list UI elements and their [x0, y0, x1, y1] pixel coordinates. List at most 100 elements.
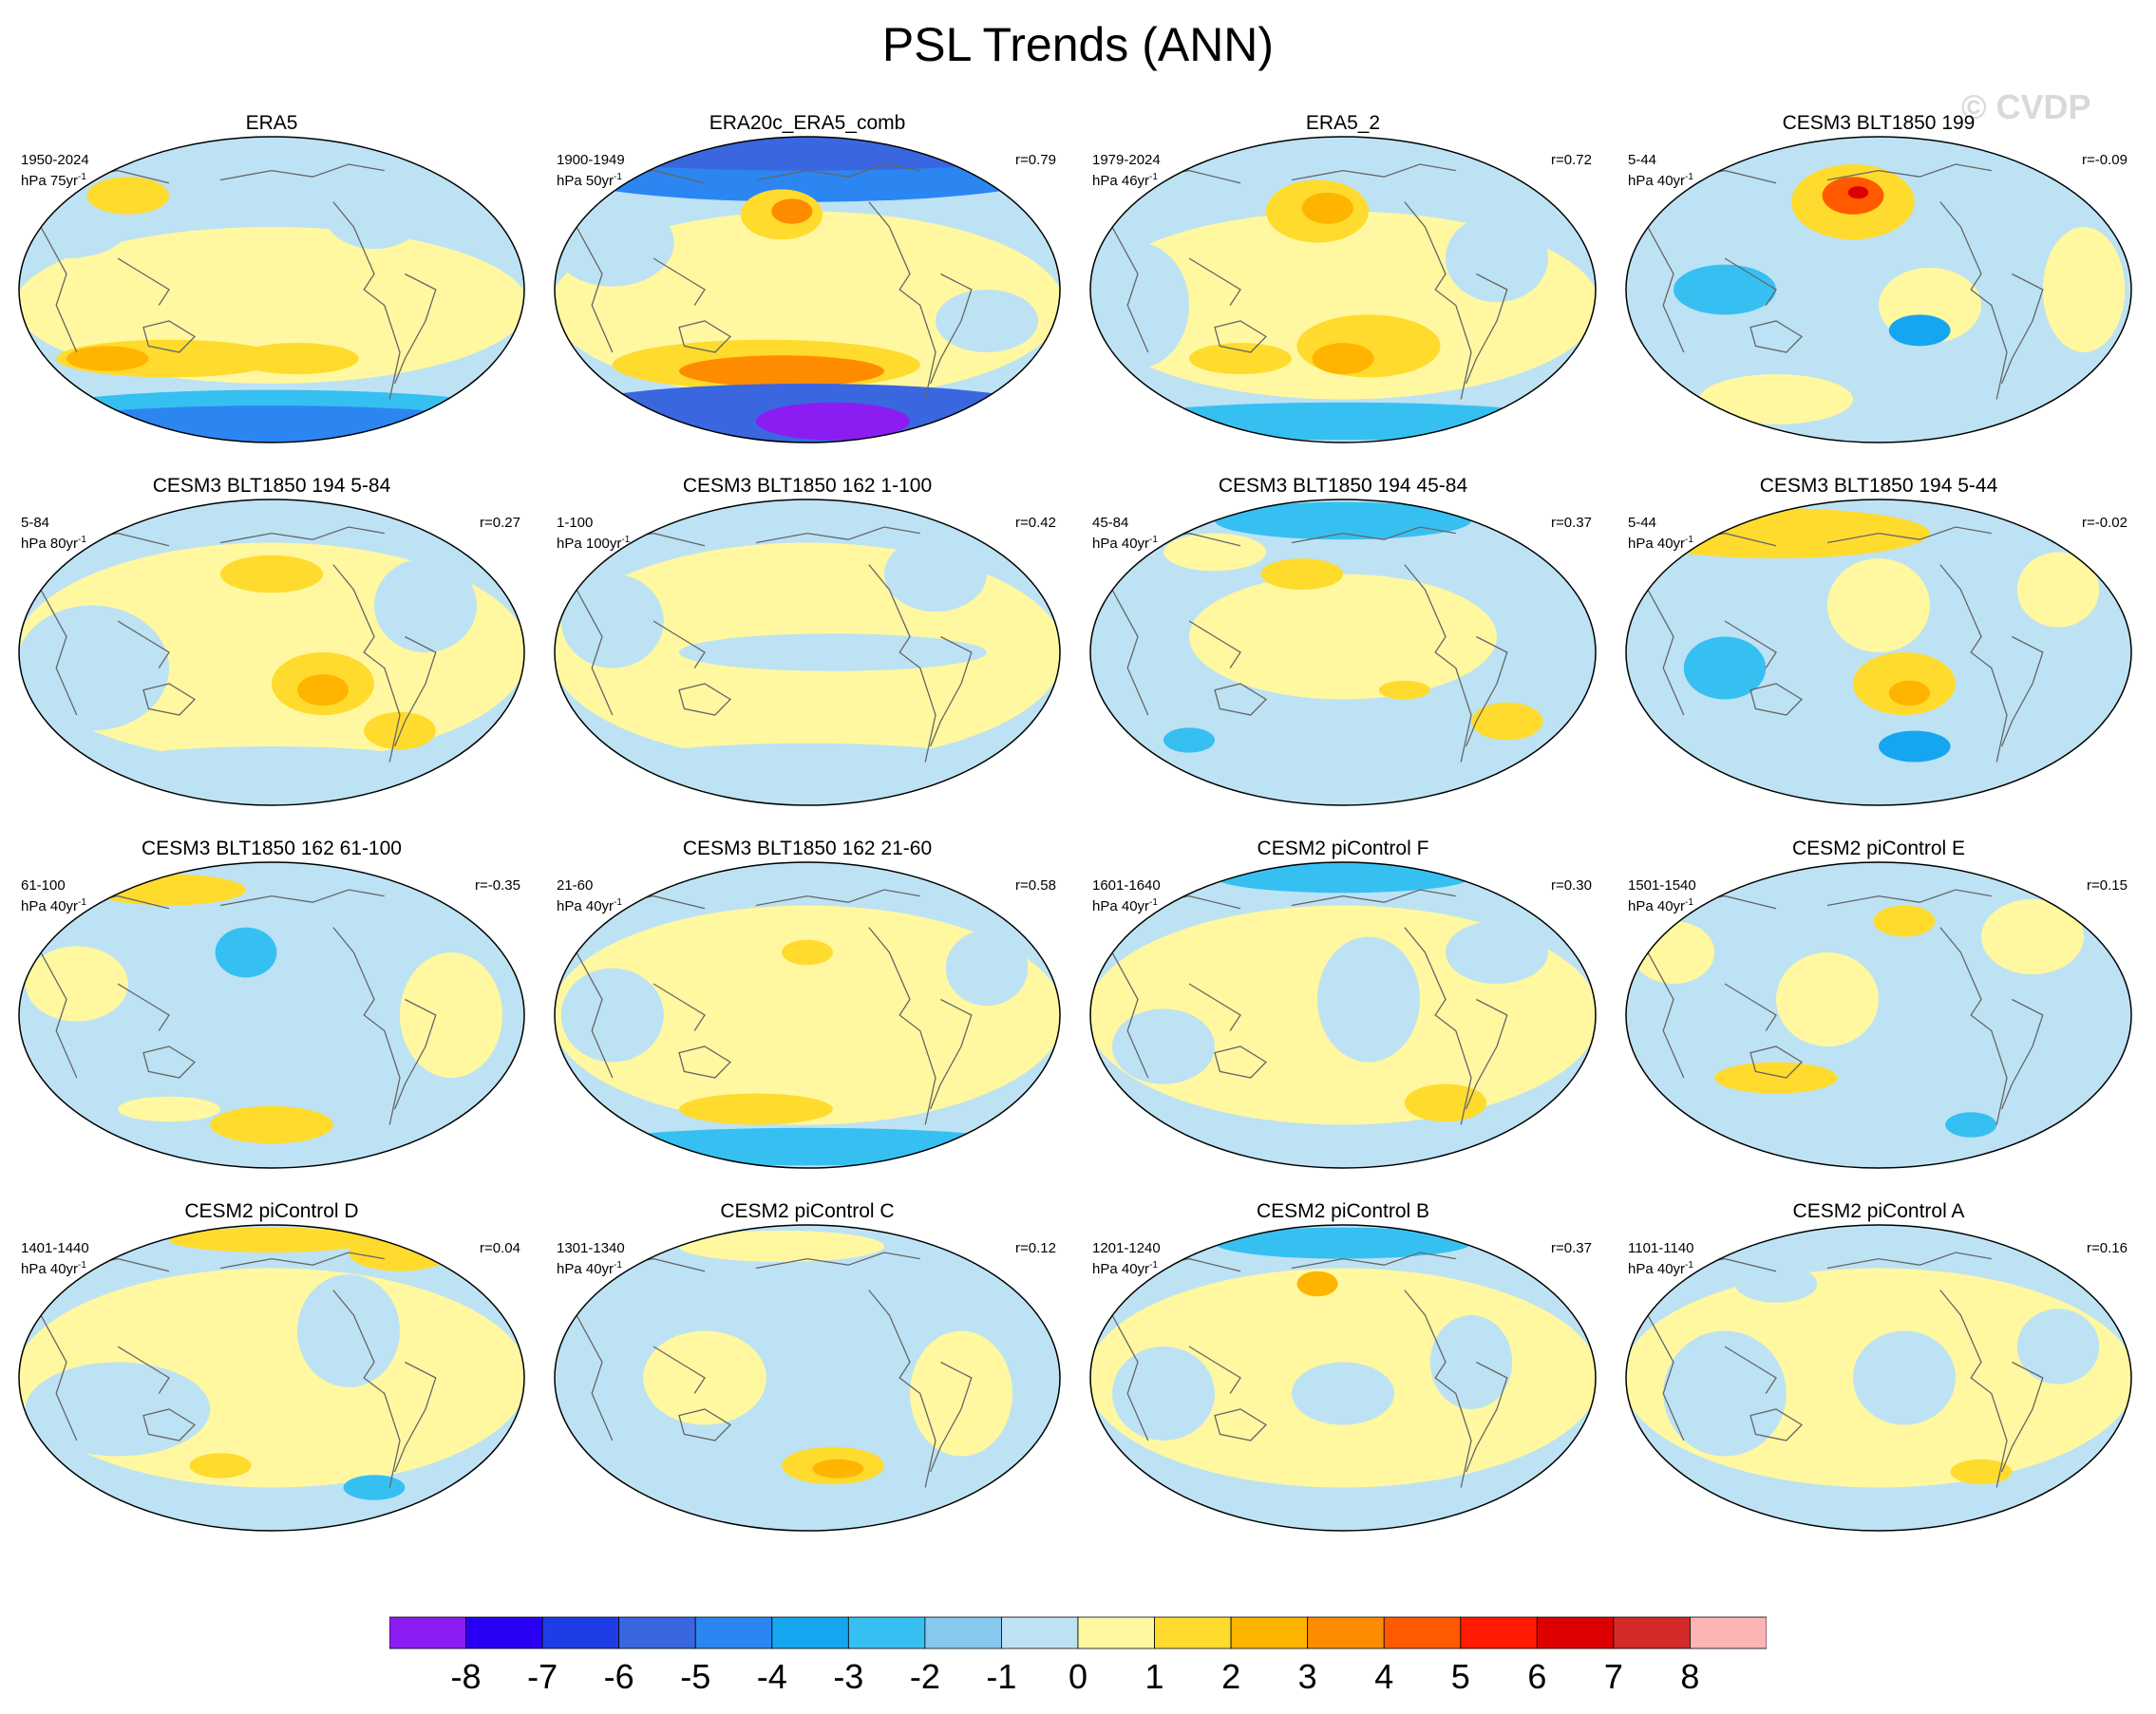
coastline: [652, 257, 706, 306]
colorbar-swatch: [1154, 1616, 1232, 1649]
panel-units: hPa 80yr-1: [21, 535, 86, 552]
coastline: [755, 163, 920, 181]
coastline: [1404, 201, 1472, 400]
contour-region: [577, 1127, 1038, 1166]
panel-correlation: r=0.58: [1015, 877, 1056, 894]
map-field: [554, 499, 1061, 806]
contour-region: [236, 343, 359, 375]
coastline: [678, 1045, 732, 1079]
coastline: [2000, 273, 2044, 385]
coastline: [868, 564, 936, 763]
contour-region: [2042, 227, 2126, 352]
panel-correlation: r=-0.35: [475, 877, 520, 894]
panel-correlation: r=0.16: [2087, 1240, 2128, 1256]
map-border: [1625, 136, 2132, 443]
coastline: [576, 226, 614, 353]
coastline: [1826, 889, 1992, 907]
coastline: [1465, 998, 1508, 1110]
contour-region: [679, 1093, 833, 1125]
panel-correlation: r=-0.02: [2082, 515, 2128, 531]
coastline: [117, 1346, 170, 1394]
coastline: [219, 526, 385, 544]
panel-correlation: r=0.79: [1015, 152, 1056, 168]
coastline: [652, 1346, 706, 1394]
contour-region: [189, 1453, 252, 1479]
panel-years: 5-44: [1628, 515, 1657, 531]
coastline: [142, 683, 197, 716]
coastline: [219, 889, 385, 907]
coastline: [1111, 589, 1149, 716]
coastline: [929, 635, 973, 747]
contour-region: [25, 1362, 211, 1457]
coastline: [652, 620, 706, 669]
coastline: [40, 589, 78, 716]
coastline: [1939, 1290, 2008, 1488]
coastline: [1465, 635, 1508, 747]
contour-region: [169, 1227, 374, 1253]
contour-region: [884, 536, 987, 612]
coastline: [1465, 1361, 1508, 1473]
coastline: [1647, 1314, 1685, 1441]
contour-region: [1981, 898, 2084, 975]
contour-region: [1950, 1459, 2013, 1485]
contour-region: [374, 558, 477, 652]
contour-region: [169, 139, 374, 178]
panel-title: ERA20c_ERA5_comb: [709, 112, 906, 134]
panel-correlation: r=0.15: [2087, 877, 2128, 894]
map-border: [1089, 136, 1597, 443]
colorbar-swatch: [1077, 1616, 1155, 1649]
coastline: [117, 983, 170, 1031]
contour-region: [1163, 533, 1266, 572]
contour-region: [1945, 1112, 1997, 1138]
panel-correlation: r=-0.09: [2082, 152, 2128, 168]
panel-title: ERA5_2: [1305, 112, 1381, 134]
coastline: [868, 201, 936, 400]
map-border: [1089, 861, 1597, 1169]
panel-years: 1900-1949: [557, 152, 625, 168]
map-field: [1625, 1224, 2132, 1532]
contour-region: [555, 905, 1060, 1125]
colorbar-tick-label: -6: [603, 1657, 634, 1696]
panel-units: hPa 40yr-1: [1628, 897, 1693, 914]
colorbar-tick-label: -5: [680, 1657, 711, 1696]
contour-region: [1847, 186, 1869, 199]
colorbar-tick-label: -8: [450, 1657, 482, 1696]
coastline: [1939, 564, 2008, 763]
colorbar-swatch: [1690, 1616, 1767, 1649]
colorbar-swatch: [694, 1616, 773, 1649]
coastline: [929, 273, 973, 385]
coastline: [1749, 1408, 1804, 1441]
colorbar-tick-label: -1: [986, 1657, 1017, 1696]
panel-units: hPa 40yr-1: [1092, 1260, 1158, 1277]
panel-units: hPa 40yr-1: [1628, 1260, 1693, 1277]
contour-region: [1292, 1362, 1394, 1425]
coastline: [117, 620, 170, 669]
coastline: [332, 927, 401, 1125]
colorbar-swatch: [465, 1616, 543, 1649]
contour-region: [1699, 374, 1853, 424]
colorbar-tick-label: 6: [1527, 1657, 1547, 1696]
coastline: [393, 273, 437, 385]
contour-region: [92, 874, 246, 906]
colorbar-tick-label: -3: [833, 1657, 864, 1696]
contour-region: [1446, 921, 1548, 984]
colorbar-tick-label: 7: [1603, 1657, 1623, 1696]
contour-region: [1312, 343, 1374, 375]
colorbar-swatch: [1001, 1616, 1079, 1649]
map-panel: CESM3 BLT1850 194 45-84 45-84 hPa 40yr-1 r=…: [1077, 475, 1609, 840]
panel-correlation: r=0.30: [1551, 877, 1592, 894]
map-field: [18, 136, 525, 443]
panel-units: hPa 75yr-1: [21, 172, 86, 189]
contour-region: [936, 290, 1038, 352]
coastline: [1826, 163, 1992, 181]
contour-region: [1714, 1062, 1838, 1094]
contour-region: [1853, 1330, 1956, 1425]
coastline: [1647, 226, 1685, 353]
panel-title: CESM2 piControl D: [184, 1200, 359, 1222]
figure-title: PSL Trends (ANN): [881, 18, 1275, 71]
contour-region: [1888, 314, 1951, 347]
panel-units: hPa 46yr-1: [1092, 172, 1158, 189]
coastline: [2000, 1361, 2044, 1473]
contour-region: [555, 198, 674, 287]
coastline: [576, 1314, 614, 1441]
